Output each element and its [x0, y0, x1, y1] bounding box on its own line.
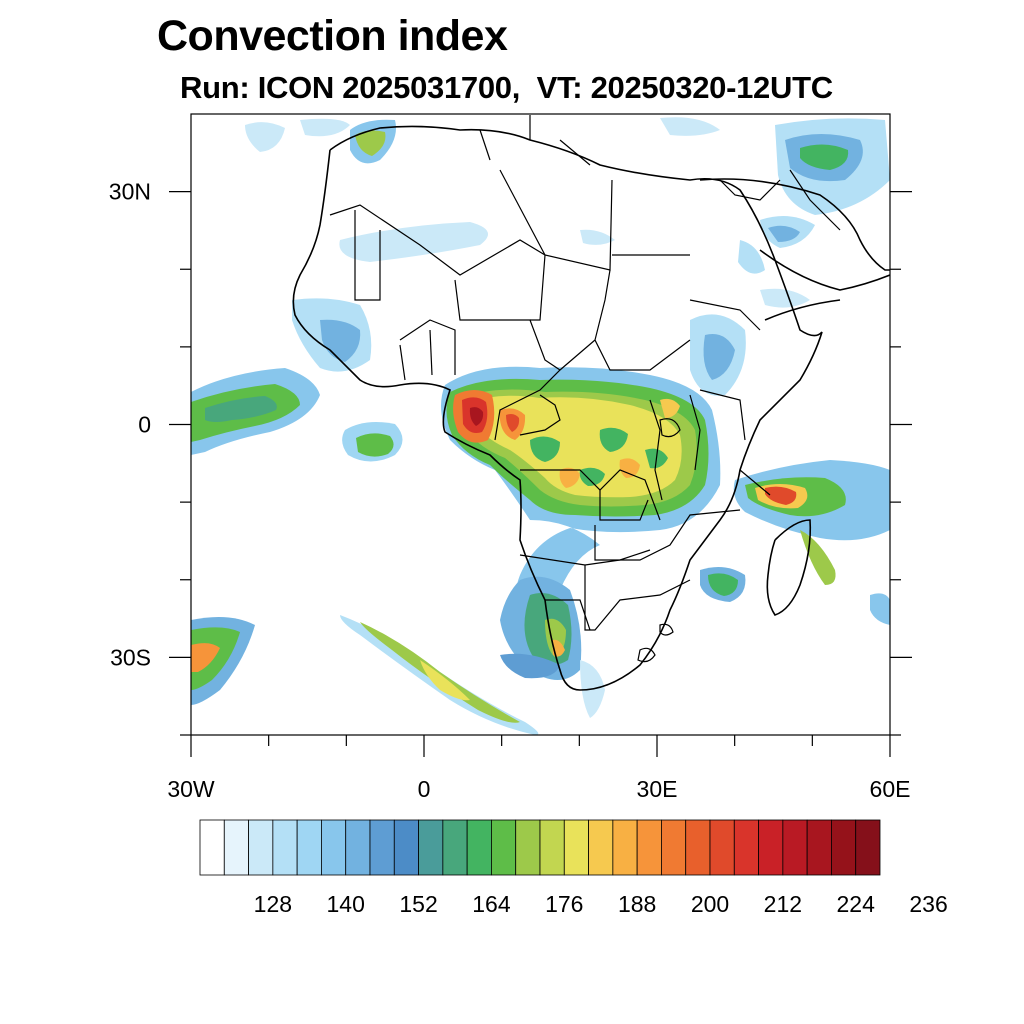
- colorbar-swatch: [345, 819, 371, 876]
- colorbar-swatch: [733, 819, 759, 876]
- colorbar-swatch: [321, 819, 347, 876]
- colorbar-label: 164: [472, 891, 511, 917]
- colorbar-swatch: [855, 819, 881, 876]
- colorbar-label: 152: [399, 891, 437, 917]
- lat-tick-label: 0: [138, 412, 151, 438]
- convection-field: [191, 117, 890, 735]
- colorbar-swatch: [563, 819, 589, 876]
- colorbar-swatch: [661, 819, 687, 876]
- colorbar-label: 224: [837, 891, 876, 917]
- colorbar-swatch: [831, 819, 857, 876]
- colorbar-swatch: [272, 819, 298, 876]
- colorbar-swatch: [685, 819, 711, 876]
- colorbar-swatch: [369, 819, 395, 876]
- chart-title: Convection index: [157, 12, 508, 60]
- colorbar-label: 236: [909, 891, 947, 917]
- colorbar-label: 128: [254, 891, 292, 917]
- colorbar-swatch: [491, 819, 517, 876]
- lon-tick-label: 60E: [870, 776, 911, 802]
- axis-ticks: [169, 191, 912, 757]
- colorbar-swatch: [296, 819, 322, 876]
- colorbar-label: 212: [764, 891, 802, 917]
- colorbar-swatch: [806, 819, 832, 876]
- colorbar-label: 200: [691, 891, 729, 917]
- colorbar-label: 176: [545, 891, 583, 917]
- lon-tick-label: 0: [418, 776, 431, 802]
- colorbar-label: 188: [618, 891, 656, 917]
- lon-tick-label: 30E: [637, 776, 678, 802]
- colorbar-swatch: [393, 819, 419, 876]
- colorbar-swatch: [782, 819, 808, 876]
- colorbar-swatch: [612, 819, 638, 876]
- colorbar-swatch: [248, 819, 274, 876]
- lat-tick-label: 30N: [109, 179, 151, 205]
- colorbar-swatch: [466, 819, 492, 876]
- colorbar-swatch: [709, 819, 735, 876]
- coastlines: [292, 125, 890, 691]
- country-borders: [329, 115, 841, 663]
- chart-subtitle: Run: ICON 2025031700, VT: 20250320-12UTC: [180, 70, 833, 105]
- colorbar-swatch: [223, 819, 249, 876]
- lon-tick-label: 30W: [167, 776, 215, 802]
- colorbar-swatch: [758, 819, 784, 876]
- colorbar: 128 140 152 164 176 188 200 212 224 236: [199, 819, 948, 917]
- colorbar-label: 140: [327, 891, 365, 917]
- colorbar-swatch: [418, 819, 444, 876]
- colorbar-swatch: [636, 819, 662, 876]
- colorbar-swatch: [199, 819, 225, 876]
- colorbar-swatch: [539, 819, 565, 876]
- lat-tick-label: 30S: [110, 644, 151, 670]
- colorbar-swatch: [515, 819, 541, 876]
- colorbar-swatch: [588, 819, 614, 876]
- axis-tick-labels: 30W 0 30E 60E 30N 0 30S: [109, 179, 911, 802]
- colorbar-swatch: [442, 819, 468, 876]
